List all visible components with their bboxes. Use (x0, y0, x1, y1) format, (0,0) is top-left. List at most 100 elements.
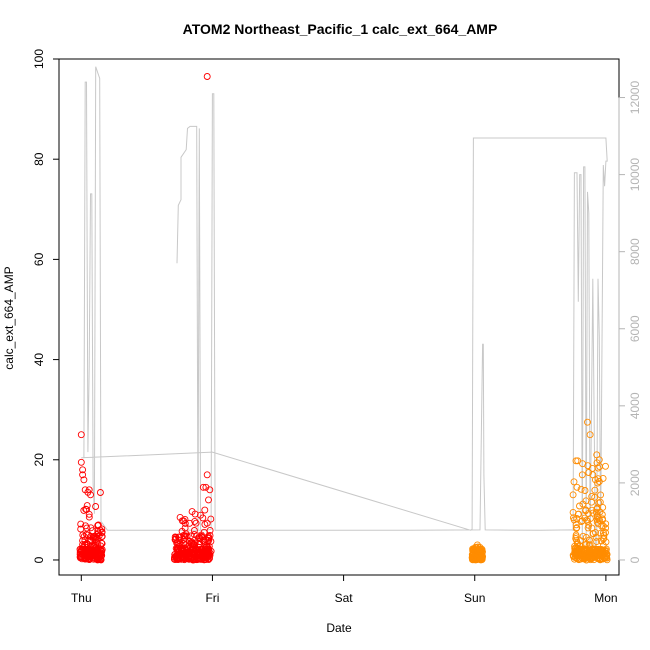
data-point (474, 553, 482, 561)
data-point (83, 549, 91, 556)
data-point (589, 530, 597, 538)
chart-title: ATOM2 Northeast_Pacific_1 calc_ext_664_A… (183, 21, 498, 37)
data-point (97, 556, 105, 564)
data-point (591, 545, 599, 553)
data-point (592, 552, 600, 560)
data-point (584, 418, 591, 426)
data-point (602, 520, 610, 528)
data-point (602, 524, 610, 532)
series-1-points (76, 73, 215, 564)
data-point (577, 485, 585, 493)
data-point (181, 532, 189, 540)
data-point (199, 483, 207, 491)
data-point (603, 554, 610, 562)
data-point (599, 515, 606, 523)
y-tick-label: 80 (32, 152, 46, 166)
data-point (177, 547, 185, 555)
x-tick-label: Sun (464, 591, 485, 605)
data-point (203, 73, 211, 80)
data-point (190, 550, 198, 558)
data-point (570, 478, 578, 486)
data-point (207, 547, 215, 555)
data-point (84, 531, 92, 539)
data-point (593, 505, 601, 513)
data-point (175, 554, 183, 562)
data-point (89, 527, 97, 535)
data-point (93, 531, 101, 539)
data-point (573, 524, 581, 532)
data-point (579, 500, 587, 508)
data-point (594, 464, 602, 472)
data-point (180, 536, 188, 543)
plot-frame (58, 58, 620, 576)
data-point (87, 491, 94, 499)
data-point (189, 540, 197, 547)
data-point (201, 506, 209, 514)
data-point (77, 553, 85, 560)
data-point (585, 542, 593, 549)
data-point (200, 553, 208, 561)
x-tick-label: Fri (205, 591, 219, 605)
data-point (572, 531, 580, 539)
axes-layer: Thu Fri Sat Sun Mon 0 20 40 60 80 100 0 2000 4000 6000… (32, 49, 642, 605)
data-point (598, 555, 606, 563)
data-point (190, 527, 198, 534)
data-point (469, 556, 477, 564)
data-point (192, 519, 200, 527)
data-point (95, 554, 103, 562)
secondary-series-line (81, 66, 608, 549)
data-point (599, 522, 607, 530)
data-point (207, 537, 215, 545)
data-point (92, 503, 100, 510)
data-point (190, 530, 198, 538)
data-point (594, 545, 602, 553)
data-point (585, 469, 593, 476)
data-point (600, 531, 608, 539)
y2-tick-label: 6000 (628, 315, 642, 342)
data-point (181, 537, 189, 545)
data-point (592, 508, 600, 516)
y-tick-label: 100 (32, 49, 46, 69)
data-point (597, 537, 605, 545)
data-point (80, 506, 88, 514)
secondary-series-line-segment (176, 125, 202, 531)
data-point (593, 518, 601, 526)
y2-tick-label: 12000 (628, 81, 642, 115)
x-tick-label: Thu (71, 591, 92, 605)
data-point (593, 538, 601, 546)
data-point (569, 508, 577, 516)
data-point (205, 496, 212, 504)
data-point (206, 526, 214, 534)
data-point (176, 513, 184, 521)
data-point (191, 510, 199, 518)
series-2-points (468, 418, 611, 564)
data-point (85, 513, 93, 521)
data-point (82, 505, 90, 513)
data-point (79, 471, 87, 479)
data-point (574, 457, 582, 465)
secondary-line-layer (81, 66, 608, 549)
data-point (81, 536, 89, 544)
data-point (583, 516, 591, 524)
data-point (77, 458, 85, 466)
data-point (200, 538, 208, 546)
data-point (195, 543, 203, 551)
data-point (203, 471, 211, 479)
data-point (569, 514, 577, 522)
data-point (98, 546, 106, 554)
data-point (471, 548, 479, 555)
data-point (96, 526, 104, 534)
data-point (206, 486, 214, 494)
data-point (77, 520, 85, 528)
data-point (199, 537, 207, 544)
data-point (85, 486, 93, 494)
data-point (77, 431, 85, 439)
data-point (476, 543, 484, 551)
data-point (595, 499, 603, 507)
y-tick-label: 40 (32, 353, 46, 367)
data-point (184, 544, 192, 552)
data-point (573, 537, 581, 545)
data-point (188, 538, 196, 546)
data-point (171, 535, 179, 543)
